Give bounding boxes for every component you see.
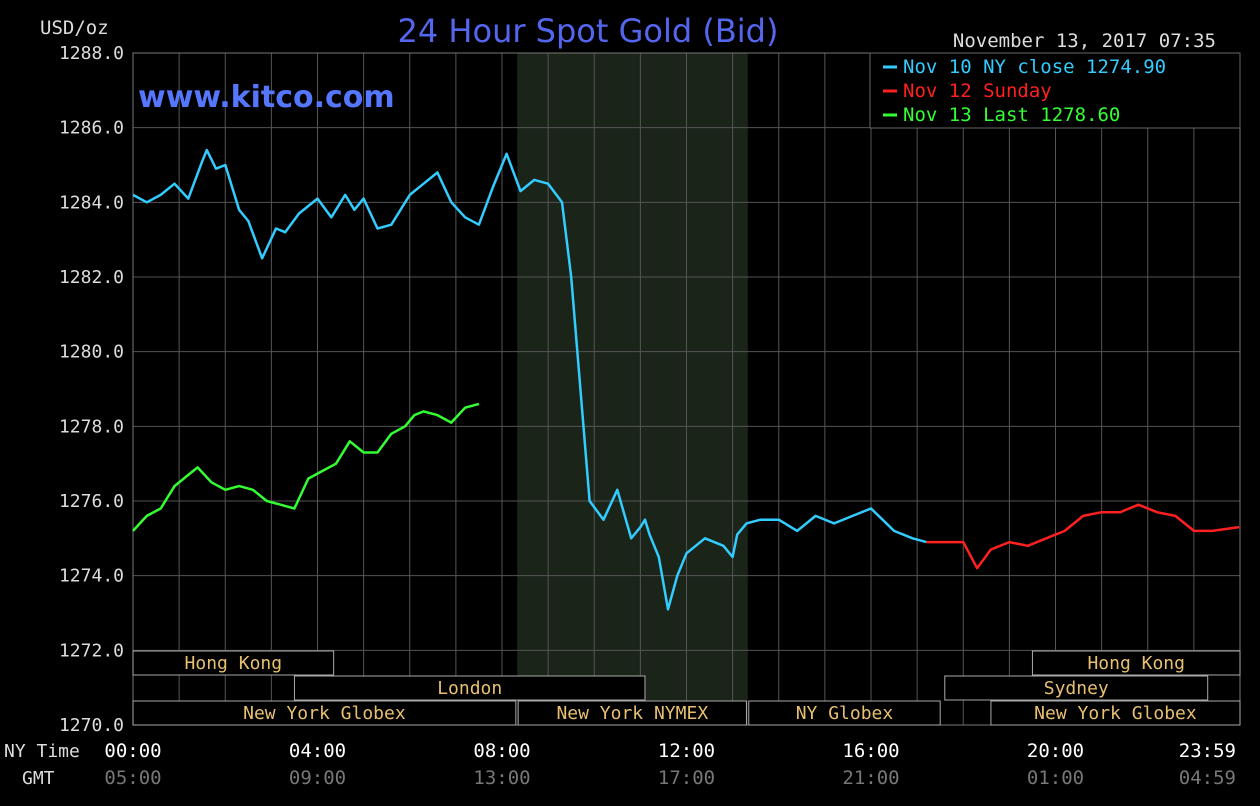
series-line-2 (132, 402, 480, 532)
nymex-shaded-region (517, 53, 748, 725)
grid (132, 52, 1241, 726)
session-bar (1031, 650, 1241, 676)
x-tick-label-ny: 23:59 (1179, 740, 1236, 762)
x-tick-label-ny: 20:00 (1027, 740, 1084, 762)
series-line-0 (132, 148, 927, 611)
x-tick-label-ny: 00:00 (104, 740, 161, 762)
session-bar (132, 700, 517, 726)
x-tick-label-gmt: 09:00 (289, 767, 346, 789)
y-tick-label: 1282.0 (59, 267, 124, 288)
legend-label-nov10: Nov 10 NY close 1274.90 (903, 56, 1166, 78)
y-tick-label: 1274.0 (59, 566, 124, 587)
y-tick-label: 1286.0 (59, 118, 124, 139)
legend-label-nov12: Nov 12 Sunday (903, 80, 1052, 102)
session-bar (132, 650, 335, 676)
legend-label-nov13: Nov 13 Last 1278.60 (903, 104, 1120, 126)
x-row-label-gmt: GMT (22, 768, 55, 789)
y-tick-label: 1288.0 (59, 43, 124, 64)
y-tick-label: 1272.0 (59, 640, 124, 661)
y-tick-label: 1284.0 (59, 192, 124, 213)
session-label: Hong Kong (1087, 653, 1185, 674)
x-tick-label-gmt: 13:00 (473, 767, 530, 789)
series-lines (132, 148, 1240, 611)
x-row-label-ny: NY Time (4, 741, 80, 762)
session-bar (990, 700, 1241, 726)
session-label: Hong Kong (185, 653, 283, 674)
y-tick-label: 1276.0 (59, 491, 124, 512)
x-tick-label-ny: 04:00 (289, 740, 346, 762)
x-tick-label-ny: 16:00 (842, 740, 899, 762)
session-bar (517, 700, 747, 726)
x-tick-label-gmt: 21:00 (842, 767, 899, 789)
legend-box (869, 52, 1241, 129)
y-axis-label: USD/oz (40, 17, 109, 39)
x-tick-label-ny: 12:00 (658, 740, 715, 762)
x-tick-label-gmt: 05:00 (104, 767, 161, 789)
session-label: Sydney (1044, 678, 1109, 699)
market-sessions: Hong Kong London New York Globex New York N… (132, 650, 1241, 726)
x-tick-label-gmt: 01:00 (1027, 767, 1084, 789)
chart-title: 24 Hour Spot Gold (Bid) (398, 12, 779, 50)
session-label: New York NYMEX (556, 703, 708, 724)
session-label: London (437, 678, 502, 699)
session-bar (944, 675, 1209, 701)
y-tick-label: 1270.0 (59, 715, 124, 736)
legend: Nov 10 NY close 1274.90 Nov 12 Sunday No… (869, 52, 1241, 129)
session-bar (748, 700, 941, 726)
session-label: New York Globex (1034, 703, 1197, 724)
x-tick-label-ny: 08:00 (473, 740, 530, 762)
y-tick-label: 1278.0 (59, 416, 124, 437)
series-line-1 (926, 503, 1240, 570)
axes: 1288.0 1286.0 1284.0 1282.0 1280.0 1278.0 1276… (59, 43, 1236, 789)
y-tick-label: 1280.0 (59, 342, 124, 363)
session-label: NY Globex (796, 703, 894, 724)
x-tick-label-gmt: 04:59 (1179, 767, 1236, 789)
watermark: www.kitco.com (138, 80, 395, 115)
session-label: New York Globex (243, 703, 406, 724)
x-tick-label-gmt: 17:00 (658, 767, 715, 789)
session-bar (293, 675, 646, 701)
timestamp: November 13, 2017 07:35 (953, 30, 1216, 52)
